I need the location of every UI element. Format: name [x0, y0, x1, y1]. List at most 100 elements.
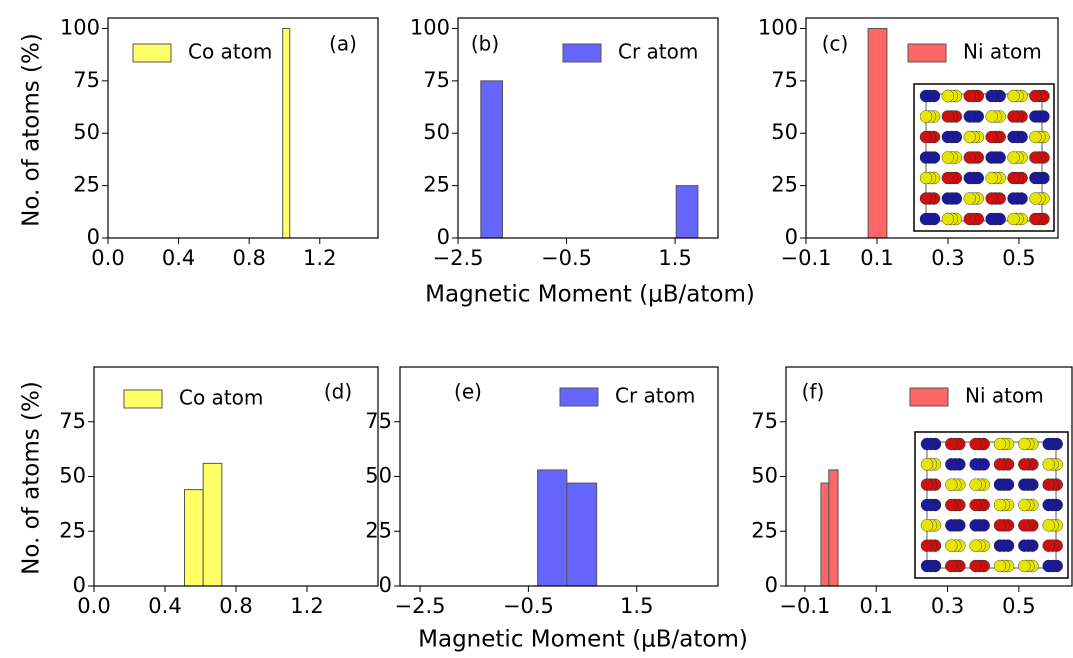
y-tick-label: 50 [73, 120, 100, 144]
y-tick-label: 25 [423, 173, 450, 197]
inset-atom [920, 172, 932, 184]
inset-atom [970, 458, 982, 470]
y-axis-label: No. of atoms (%) [19, 381, 45, 575]
inset-atom [920, 111, 932, 123]
y-tick-label: 100 [758, 15, 798, 39]
legend-swatch [910, 388, 948, 406]
inset-atom [970, 479, 982, 491]
panel-label: (c) [822, 32, 849, 56]
inset-atom [921, 479, 933, 491]
inset-atom [1018, 479, 1030, 491]
inset-atom [920, 213, 932, 225]
inset-atom [994, 438, 1006, 450]
y-tick-label: 75 [59, 409, 86, 433]
y-tick-label: 25 [751, 518, 778, 542]
bar [283, 28, 290, 238]
legend-label: Ni atom [963, 40, 1042, 64]
x-tick-label: 0.5 [1002, 594, 1035, 618]
x-tick-label: 0.0 [77, 594, 110, 618]
x-axis-label: Magnetic Moment (μB/atom) [418, 627, 748, 653]
bar [821, 483, 829, 586]
panel-label: (a) [329, 32, 357, 56]
y-tick-label: 75 [365, 409, 392, 433]
x-tick-label: 0.1 [860, 246, 893, 270]
y-tick-label: 25 [73, 173, 100, 197]
inset-atom [920, 131, 932, 143]
inset-atom [920, 193, 932, 205]
inset-atom [942, 131, 954, 143]
bar [538, 470, 567, 586]
inset-atom [921, 499, 933, 511]
inset-atom [1018, 499, 1030, 511]
inset-atom [945, 438, 957, 450]
inset-atom [945, 519, 957, 531]
x-tick-label: 0.4 [148, 594, 181, 618]
inset-atom [945, 540, 957, 552]
inset-atom [921, 438, 933, 450]
inset-atom [1008, 213, 1020, 225]
inset-atom [970, 499, 982, 511]
inset-atom [964, 152, 976, 164]
inset-atom [1018, 560, 1030, 572]
inset-atom [1008, 90, 1020, 102]
inset-atom [1029, 172, 1041, 184]
y-tick-label: 75 [423, 68, 450, 92]
legend-swatch [563, 44, 601, 62]
inset-atom [986, 172, 998, 184]
x-tick-label: −0.5 [503, 594, 554, 618]
x-tick-label: 0.3 [931, 246, 964, 270]
x-tick-label: 0.1 [860, 594, 893, 618]
bar [481, 81, 503, 238]
y-tick-label: 100 [60, 15, 100, 39]
x-tick-label: 0.3 [931, 594, 964, 618]
inset-atom [994, 560, 1006, 572]
inset-atom [986, 90, 998, 102]
legend-label: Ni atom [965, 384, 1044, 408]
inset-atom [1018, 438, 1030, 450]
legend-label: Co atom [179, 386, 263, 410]
inset-atom [1043, 519, 1055, 531]
figure: Co atom02550751000.00.40.81.2(a)No. of a… [0, 0, 1073, 658]
inset-atom [921, 560, 933, 572]
bar [203, 463, 222, 586]
bar [868, 28, 887, 238]
inset-atom [964, 213, 976, 225]
y-tick-label: 25 [59, 518, 86, 542]
inset-atom [970, 519, 982, 531]
bar [829, 470, 838, 586]
legend-swatch [908, 44, 946, 62]
y-tick-label: 0 [379, 573, 392, 597]
inset-atom [994, 519, 1006, 531]
x-tick-label: 1.5 [658, 246, 691, 270]
inset-atom [921, 519, 933, 531]
panel-label: (b) [471, 32, 499, 56]
x-tick-label: −0.1 [779, 594, 830, 618]
inset-atom [970, 540, 982, 552]
inset-atom [942, 90, 954, 102]
inset-atom [1043, 479, 1055, 491]
inset-atom [1018, 519, 1030, 531]
inset-atom [1018, 458, 1030, 470]
x-tick-label: −0.5 [541, 246, 592, 270]
inset-atom [986, 131, 998, 143]
inset-atom [994, 458, 1006, 470]
inset-atom [1029, 193, 1041, 205]
x-tick-label: −2.5 [433, 246, 484, 270]
inset-atom [994, 499, 1006, 511]
bar [567, 483, 597, 586]
inset-atom [1043, 499, 1055, 511]
y-tick-label: 50 [365, 464, 392, 488]
legend-swatch [133, 44, 171, 62]
legend-label: Cr atom [618, 40, 698, 64]
inset-atom [942, 152, 954, 164]
y-tick-label: 75 [73, 68, 100, 92]
inset-atom [1029, 152, 1041, 164]
y-tick-label: 25 [365, 518, 392, 542]
inset-atom [964, 90, 976, 102]
x-tick-label: 0.0 [91, 246, 124, 270]
inset-atom [986, 193, 998, 205]
inset-atom [945, 479, 957, 491]
y-tick-label: 75 [771, 68, 798, 92]
y-tick-label: 25 [771, 173, 798, 197]
inset-atom [986, 152, 998, 164]
